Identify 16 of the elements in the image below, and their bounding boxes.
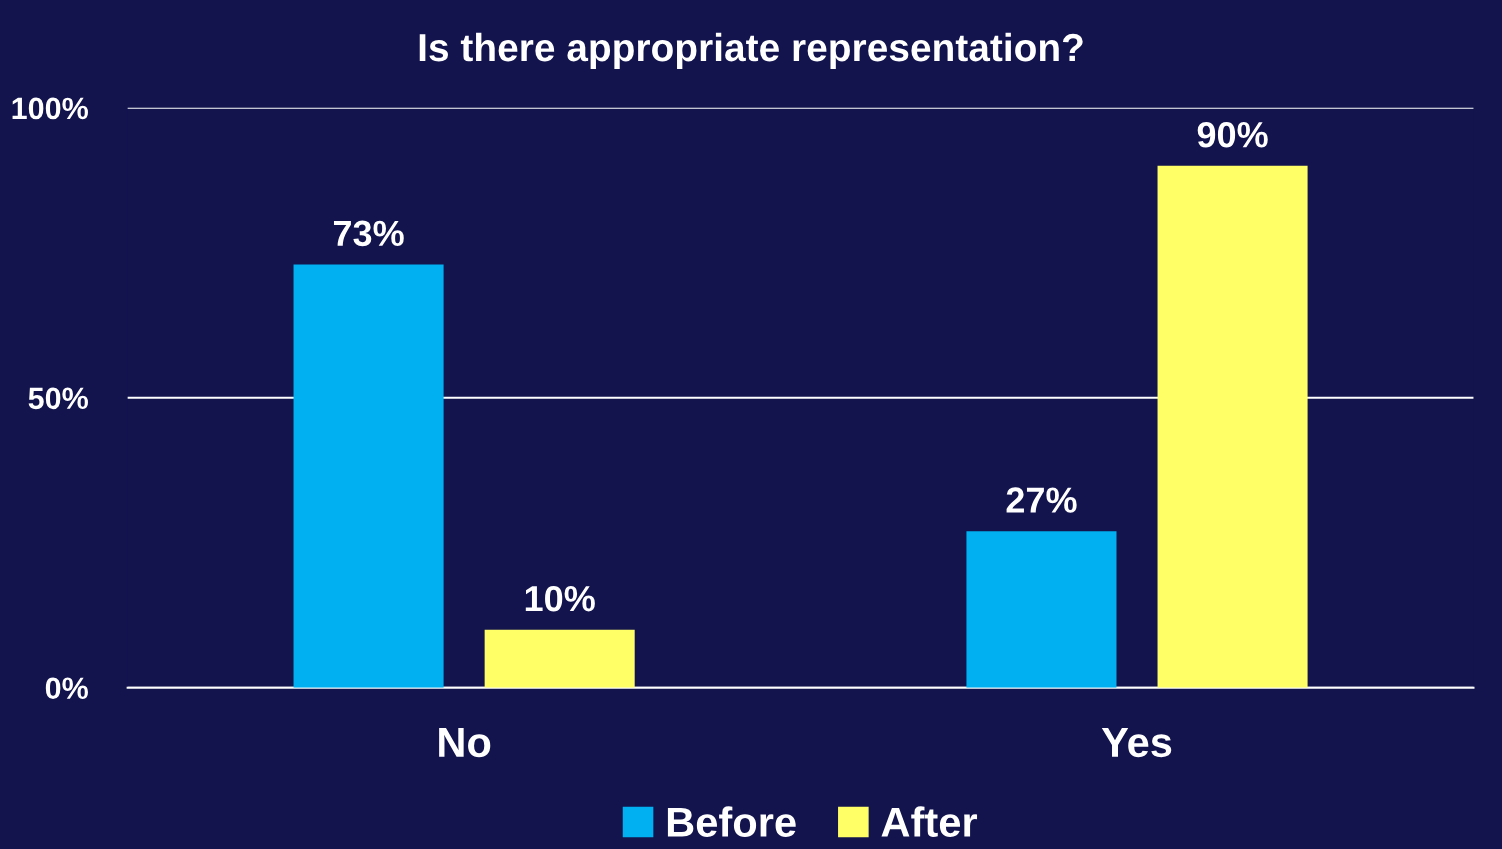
y-tick-label: 100% [12, 97, 88, 120]
x-tick-label: Yes [1101, 728, 1172, 758]
legend-label: After [881, 806, 978, 837]
bar [293, 264, 444, 688]
bar [484, 629, 635, 688]
data-label: 90% [1197, 121, 1268, 148]
legend-label: Before [667, 806, 796, 837]
y-tick-label: 0% [45, 677, 88, 700]
bar [966, 531, 1117, 688]
chart-title: Is there appropriate representation? [419, 32, 1083, 70]
data-label: 27% [1006, 487, 1077, 513]
x-tick-label: No [439, 728, 491, 758]
data-label: 10% [525, 585, 595, 612]
y-tick-label: 50% [28, 387, 88, 410]
bar [1157, 165, 1308, 688]
data-label: 73% [333, 220, 404, 247]
